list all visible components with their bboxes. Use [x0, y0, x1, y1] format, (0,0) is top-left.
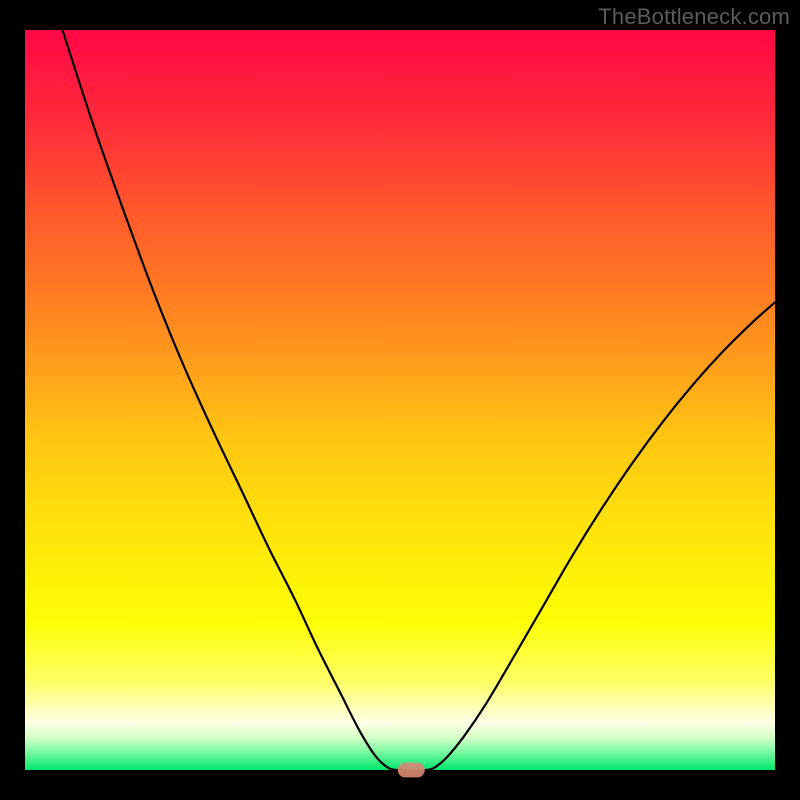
gradient-background — [25, 30, 775, 770]
watermark-text: TheBottleneck.com — [598, 4, 790, 30]
chart-frame: TheBottleneck.com — [0, 0, 800, 800]
bottleneck-chart — [0, 0, 800, 800]
optimum-marker — [398, 763, 425, 778]
